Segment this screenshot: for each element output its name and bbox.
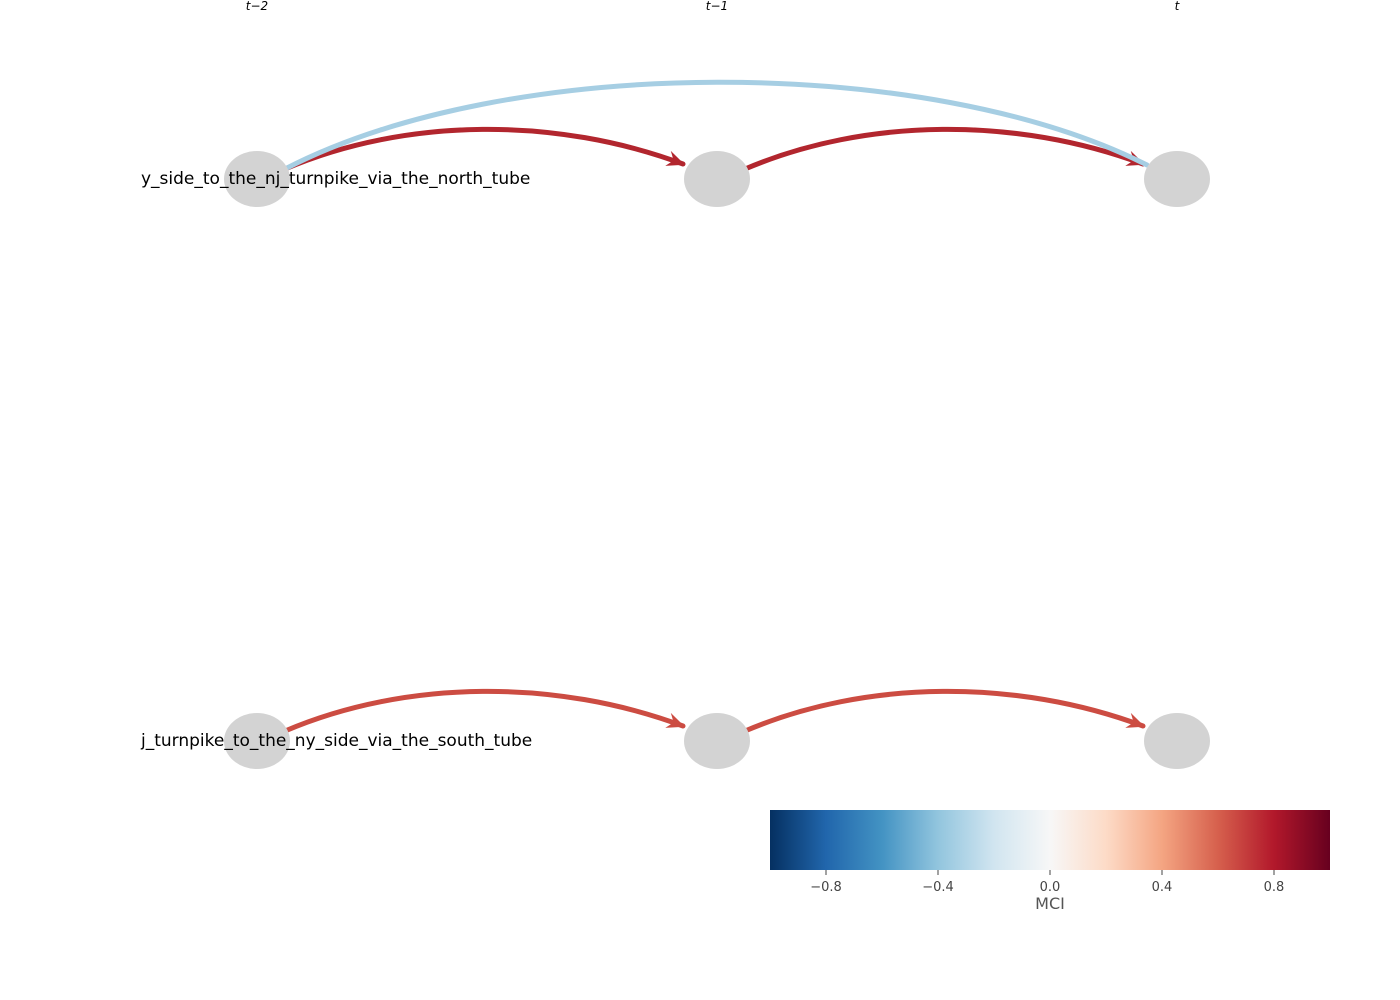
colorbar-ticks: −0.8 −0.4 0.0 0.4 0.8 xyxy=(810,870,1284,895)
link-edge xyxy=(742,126,1146,172)
variable-node xyxy=(224,713,290,769)
variable-node xyxy=(684,151,750,207)
colorbar-tick-label: 0.0 xyxy=(1040,880,1061,895)
node-layer xyxy=(224,151,1210,769)
time-label-lag-0: t xyxy=(1175,0,1181,13)
link-edge xyxy=(282,688,686,734)
link-edge xyxy=(742,688,1146,734)
variable-node xyxy=(684,713,750,769)
colorbar-tick-label: −0.8 xyxy=(810,880,842,895)
time-label-lag-2: t−2 xyxy=(246,0,268,13)
variable-label-south-tube: j_turnpike_to_the_ny_side_via_the_south_… xyxy=(140,731,532,751)
variable-label-north-tube: y_side_to_the_nj_turnpike_via_the_north_… xyxy=(141,169,530,189)
colorbar-ramp xyxy=(770,810,1330,870)
variable-node xyxy=(224,151,290,207)
colorbar-tick-label: −0.4 xyxy=(922,880,954,895)
edge-layer xyxy=(282,79,1150,734)
variable-node xyxy=(1144,151,1210,207)
colorbar-title: MCI xyxy=(1035,894,1065,913)
time-label-lag-1: t−1 xyxy=(706,0,728,13)
colorbar-tick-label: 0.4 xyxy=(1152,880,1173,895)
link-edge xyxy=(282,79,1150,172)
variable-node xyxy=(1144,713,1210,769)
colorbar-tick-label: 0.8 xyxy=(1264,880,1285,895)
colorbar: −0.8 −0.4 0.0 0.4 0.8 MCI xyxy=(770,810,1330,913)
link-edge xyxy=(282,126,686,172)
